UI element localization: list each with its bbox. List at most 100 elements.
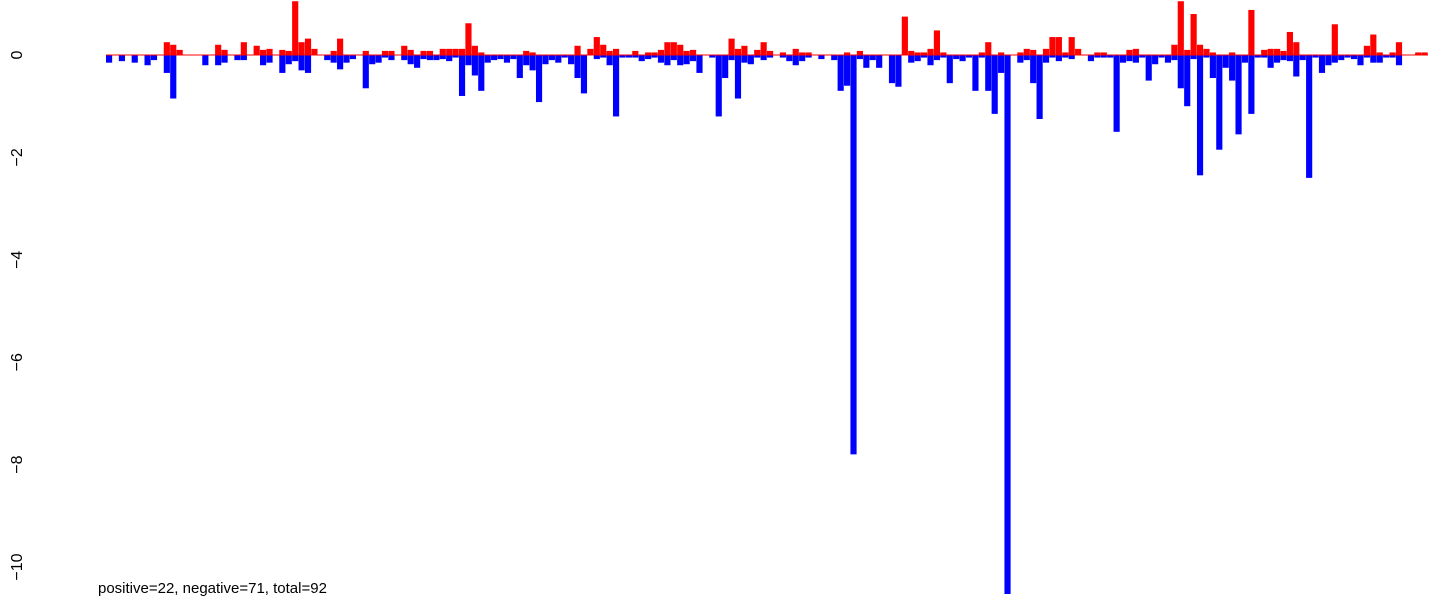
negative-bar [734,55,742,99]
negative-bar [535,55,543,103]
positive-bar [285,50,292,55]
negative-bar [279,55,286,73]
positive-bar [805,52,812,55]
positive-bar [1261,49,1268,55]
negative-bar [888,55,896,84]
negative-bar [414,55,421,68]
negative-bar [118,55,125,62]
positive-bar [407,49,414,55]
negative-bar [1190,55,1197,60]
negative-bar [625,55,632,58]
positive-bar [1030,49,1037,55]
negative-bar [799,55,806,62]
negative-bar [458,55,466,96]
negative-bar [914,55,921,62]
positive-bar [420,50,427,55]
negative-bar [1395,55,1403,66]
negative-bar [529,55,536,71]
positive-bar [1017,52,1024,55]
positive-bar [1042,48,1050,55]
negative-bar [510,55,517,60]
negative-bar [715,55,722,117]
negative-bar [266,55,273,63]
negative-bar [1306,55,1313,178]
positive-bar [728,38,735,55]
negative-bar [1280,55,1287,61]
negative-bar [792,55,799,66]
negative-bar [1376,55,1383,63]
positive-bar [792,48,799,55]
negative-bar [779,55,786,58]
negative-bar [696,55,703,73]
negative-bar [1145,55,1152,81]
negative-bar [1261,55,1268,58]
negative-bar [1196,55,1204,176]
positive-bar [1055,37,1062,55]
negative-bar [433,55,440,61]
positive-bar [1421,52,1428,55]
negative-bar [612,55,620,117]
negative-bar [600,55,607,58]
positive-bar [933,30,941,55]
negative-bar [478,55,485,91]
negative-bar [946,55,953,84]
positive-bar [1100,52,1107,55]
negative-bar [606,55,613,66]
positive-bar [1196,44,1204,55]
negative-bar [844,55,851,86]
negative-bar [1229,55,1236,81]
positive-bar [593,37,600,55]
negative-bar [1344,55,1351,58]
positive-bar [1203,48,1210,55]
positive-bar [606,50,613,55]
positive-bar [311,48,318,55]
negative-bar [1042,55,1050,63]
negative-bar [561,55,568,58]
positive-bar [1248,9,1255,56]
positive-bar [1068,37,1075,55]
negative-bar [1318,55,1326,73]
negative-bar [1055,55,1062,62]
negative-bar [234,55,241,61]
positive-bar [1049,37,1056,55]
positive-bar [401,45,408,55]
positive-bar [465,23,472,55]
positive-bar [1184,49,1191,55]
negative-bar [1017,55,1024,63]
positive-bar [426,50,434,55]
positive-bar [856,50,863,55]
y-tick-label: −2 [9,148,26,166]
negative-bar [747,55,754,65]
negative-bar [388,55,395,61]
positive-bar [1094,52,1101,55]
negative-bar [574,55,581,79]
negative-bar [632,55,639,58]
negative-bar [369,55,376,65]
positive-bar [1171,44,1178,55]
positive-bar [632,50,639,55]
negative-bar [420,55,427,60]
positive-bar [664,42,671,55]
y-tick-label: −6 [9,353,26,371]
negative-bar [1383,55,1390,58]
positive-bar [478,52,485,55]
y-tick-label: −10 [9,553,26,580]
negative-bar [1241,55,1249,63]
negative-bar [856,55,863,60]
positive-bar [587,48,594,55]
positive-bar [1370,34,1377,55]
negative-bar [202,55,209,66]
negative-bar [150,55,158,61]
negative-bar [927,55,934,66]
negative-bar [850,55,857,455]
negative-bar [349,55,357,60]
negative-bar [1254,55,1261,58]
positive-bar [574,45,581,55]
y-tick-label: −8 [9,455,26,473]
negative-bar [452,55,459,58]
negative-bar [1293,55,1300,77]
positive-bar [170,44,177,55]
negative-bar [1357,55,1364,66]
positive-bar [645,52,652,55]
